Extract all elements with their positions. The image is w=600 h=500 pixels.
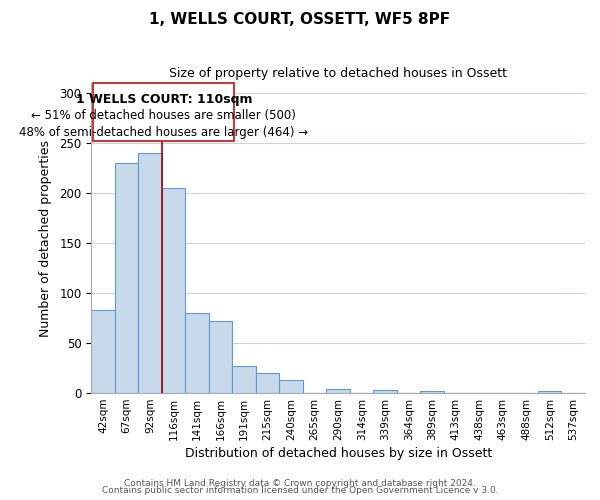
Bar xyxy=(162,188,185,393)
Title: Size of property relative to detached houses in Ossett: Size of property relative to detached ho… xyxy=(169,68,507,80)
Bar xyxy=(185,313,209,393)
Text: Contains HM Land Registry data © Crown copyright and database right 2024.: Contains HM Land Registry data © Crown c… xyxy=(124,478,476,488)
Y-axis label: Number of detached properties: Number of detached properties xyxy=(40,140,52,336)
Bar xyxy=(91,310,115,393)
Text: ← 51% of detached houses are smaller (500): ← 51% of detached houses are smaller (50… xyxy=(31,109,296,122)
Bar xyxy=(538,391,562,393)
Bar xyxy=(421,391,444,393)
Bar xyxy=(139,153,162,393)
X-axis label: Distribution of detached houses by size in Ossett: Distribution of detached houses by size … xyxy=(185,447,492,460)
FancyBboxPatch shape xyxy=(93,83,234,141)
Bar xyxy=(373,390,397,393)
Bar xyxy=(326,389,350,393)
Bar xyxy=(115,163,139,393)
Text: 1 WELLS COURT: 110sqm: 1 WELLS COURT: 110sqm xyxy=(76,93,252,106)
Text: Contains public sector information licensed under the Open Government Licence v : Contains public sector information licen… xyxy=(101,486,499,495)
Bar xyxy=(209,321,232,393)
Bar xyxy=(256,373,280,393)
Bar xyxy=(280,380,303,393)
Text: 1, WELLS COURT, OSSETT, WF5 8PF: 1, WELLS COURT, OSSETT, WF5 8PF xyxy=(149,12,451,28)
Bar xyxy=(232,366,256,393)
Text: 48% of semi-detached houses are larger (464) →: 48% of semi-detached houses are larger (… xyxy=(19,126,308,139)
